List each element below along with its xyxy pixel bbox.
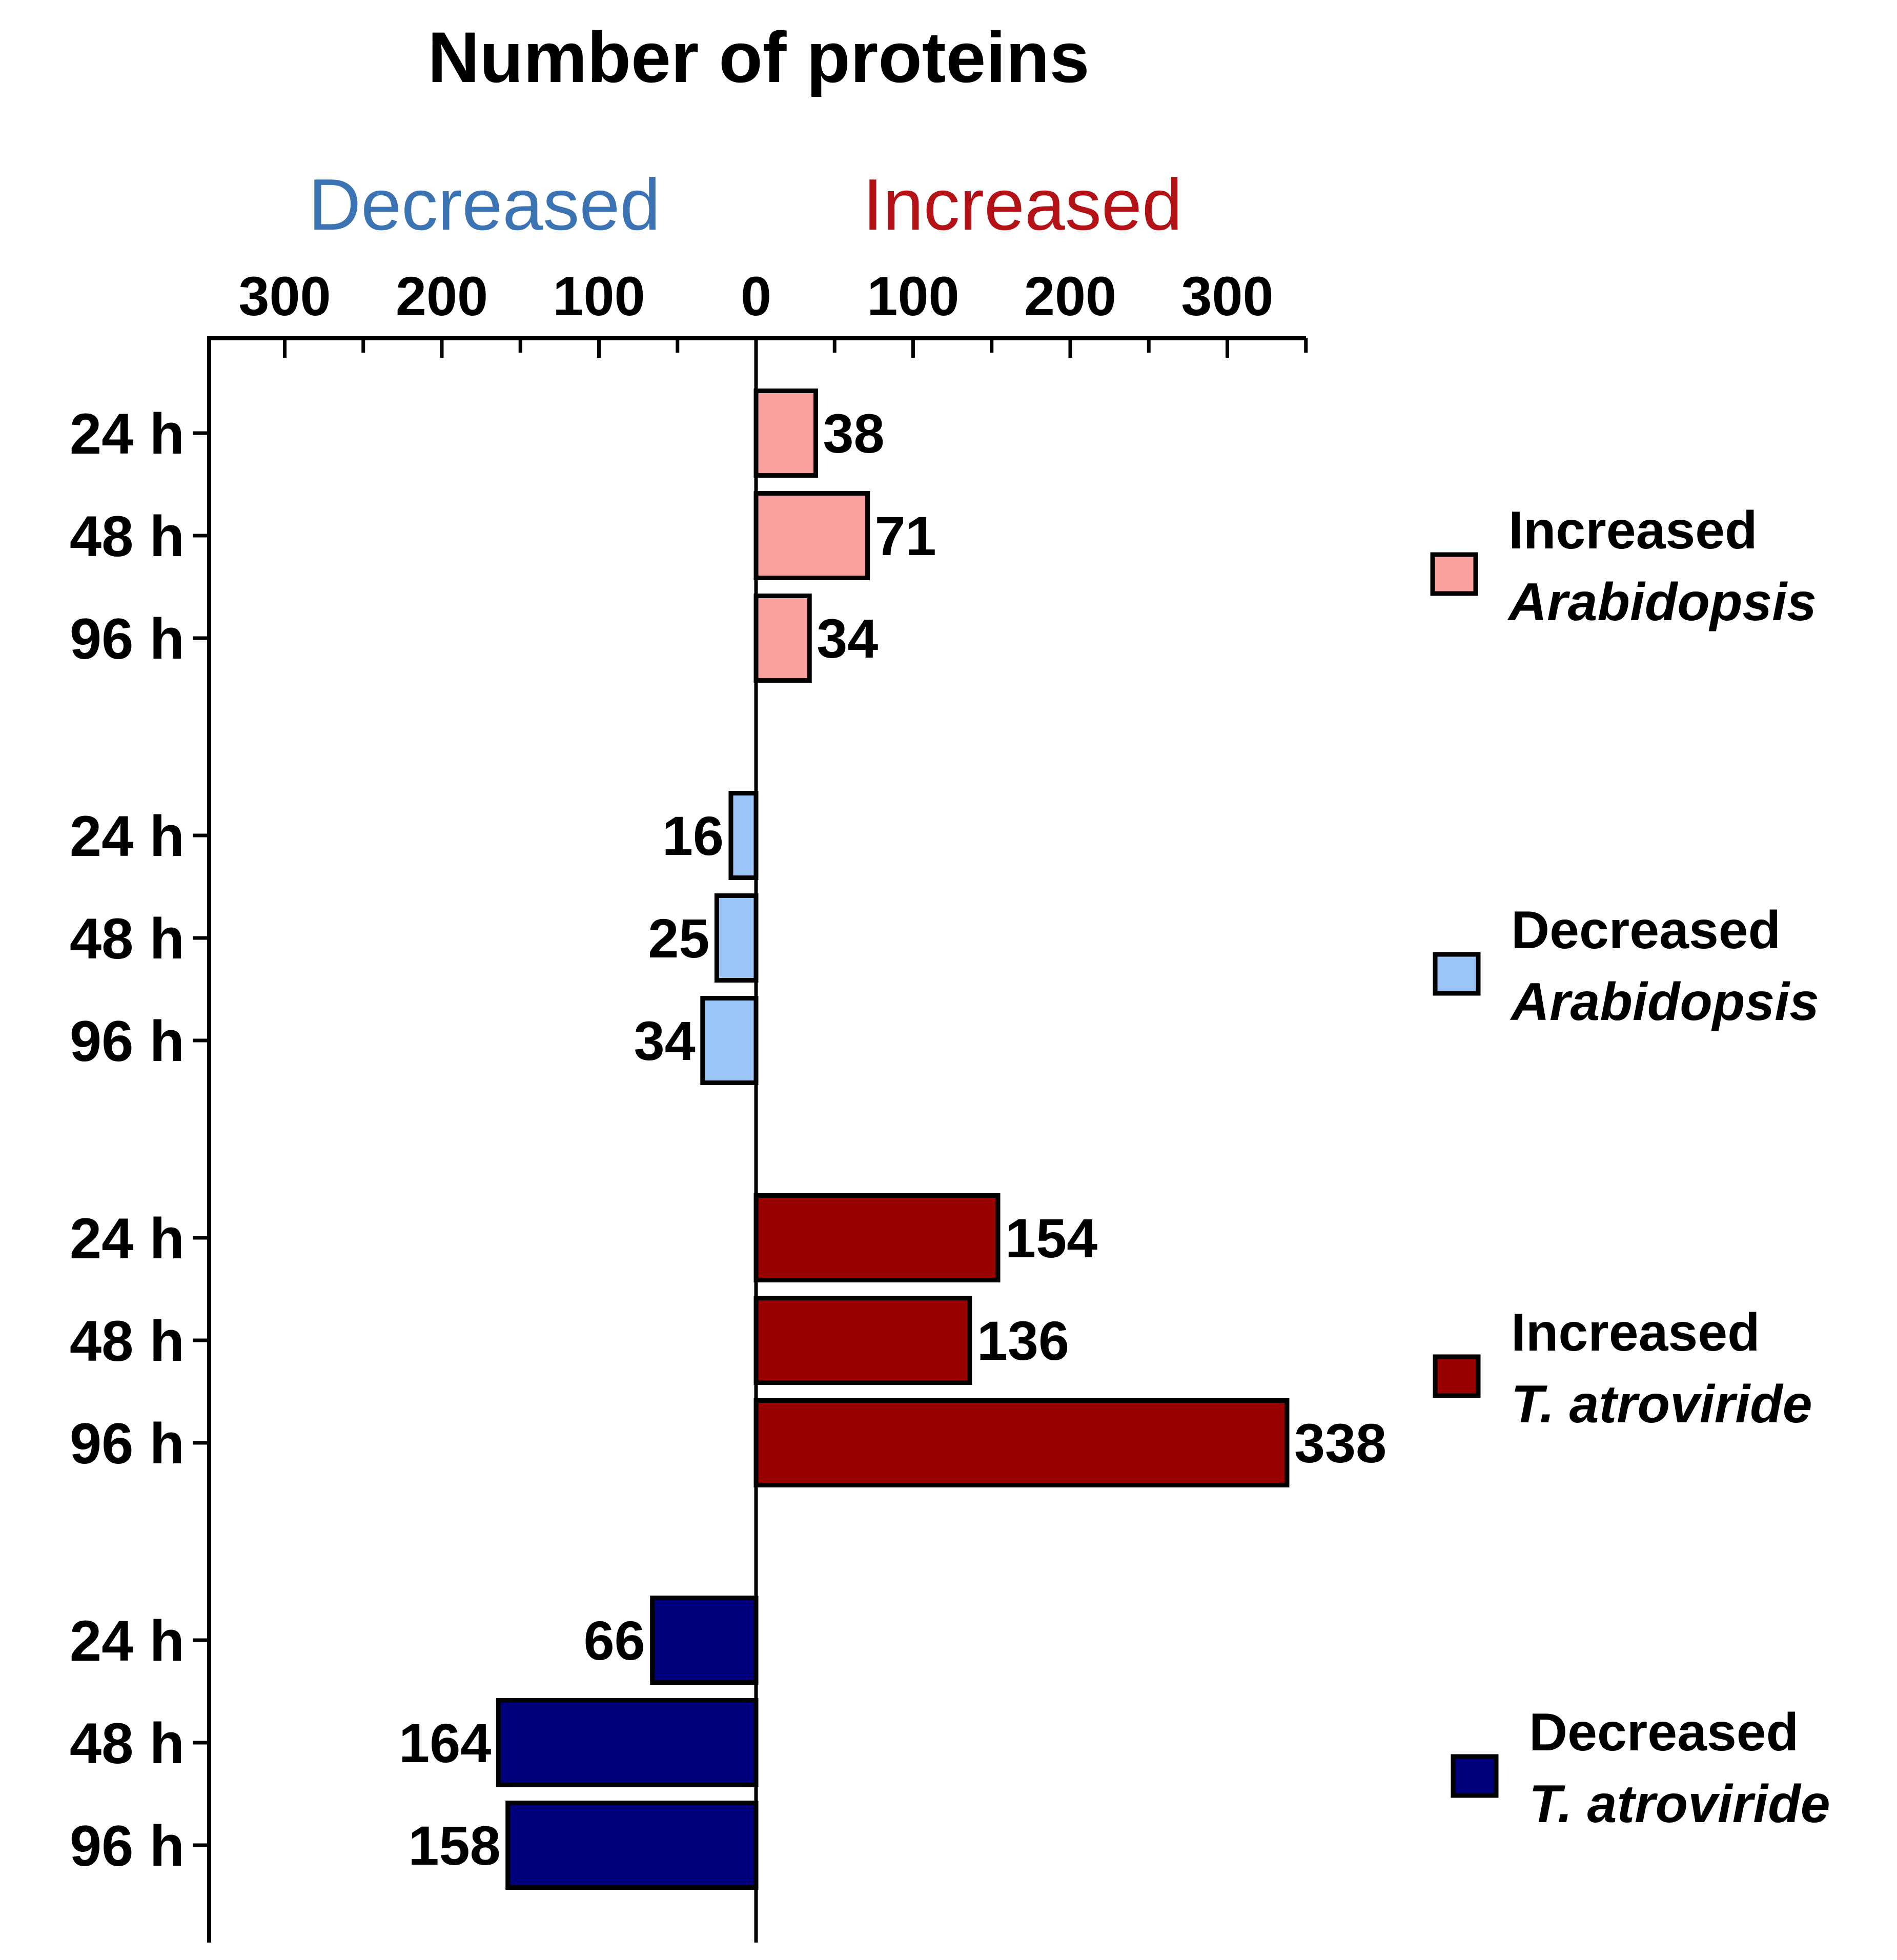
legend: Increased Arabidopsis Decreased Arabidopsis… [1430,501,1830,1834]
legend-label-line2: T. atroviride [1511,1375,1812,1434]
chart-title: Number of proteins [427,17,1089,97]
bar [700,996,759,1085]
category-label: 96 h [70,607,185,671]
data-label: 66 [584,1609,645,1671]
category-label: 24 h [70,1207,185,1271]
bar [714,893,759,983]
x-tick-label: 100 [867,265,959,327]
data-label: 164 [399,1712,491,1774]
bars [193,389,1290,1890]
x-tick-label: 200 [1024,265,1116,327]
bar [496,1698,759,1787]
legend-swatch [1433,1354,1481,1398]
x-axis-ticks: 300 200 100 0 100 200 300 [238,265,1308,358]
category-label: 48 h [70,1711,185,1775]
bar [728,791,759,880]
category-label: 96 h [70,1009,185,1073]
x-tick-label: 300 [238,265,331,327]
data-label: 34 [817,607,878,669]
legend-swatch [1433,952,1481,996]
data-label: 338 [1294,1412,1386,1474]
bar [753,594,812,683]
data-label: 71 [875,505,936,567]
category-label: 96 h [70,1412,185,1476]
x-tick-label: 200 [396,265,488,327]
data-label: 154 [1005,1207,1097,1269]
x-tick-label: 100 [553,265,645,327]
category-label: 48 h [70,1309,185,1373]
bar [753,1193,1001,1282]
data-label: 38 [823,402,884,464]
bar [505,1801,759,1890]
increased-direction-label: Increased [863,164,1182,246]
labels: 24 h 38 48 h 71 96 h 34 24 h 16 48 h 25 96 h 34 24 h… [70,402,1386,1878]
legend-label-line2: T. atroviride [1529,1774,1830,1834]
legend-label-line2: Arabidopsis [1510,972,1819,1032]
data-label: 158 [409,1814,501,1876]
data-label: 34 [634,1010,696,1072]
data-label: 136 [977,1310,1069,1372]
legend-label-line1: Decreased [1511,901,1781,960]
x-tick-label: 300 [1181,265,1273,327]
x-tick-label: 0 [741,265,771,327]
bar [753,1296,972,1385]
category-label: 24 h [70,402,185,466]
category-label: 96 h [70,1814,185,1878]
category-label: 48 h [70,504,185,568]
legend-label-line2: Arabidopsis [1507,573,1817,632]
data-label: 16 [662,805,724,867]
legend-label-line1: Decreased [1529,1703,1799,1762]
legend-label-line1: Increased [1511,1303,1760,1362]
bar [753,389,818,478]
legend-swatch [1451,1754,1499,1798]
category-label: 24 h [70,804,185,868]
bar [753,491,870,580]
category-label: 24 h [70,1609,185,1673]
decreased-direction-label: Decreased [309,164,661,246]
bar [650,1596,759,1685]
legend-swatch [1430,552,1478,596]
bar [753,1398,1290,1487]
legend-label-line1: Increased [1508,501,1758,560]
category-label: 48 h [70,907,185,971]
data-label: 25 [648,907,709,969]
